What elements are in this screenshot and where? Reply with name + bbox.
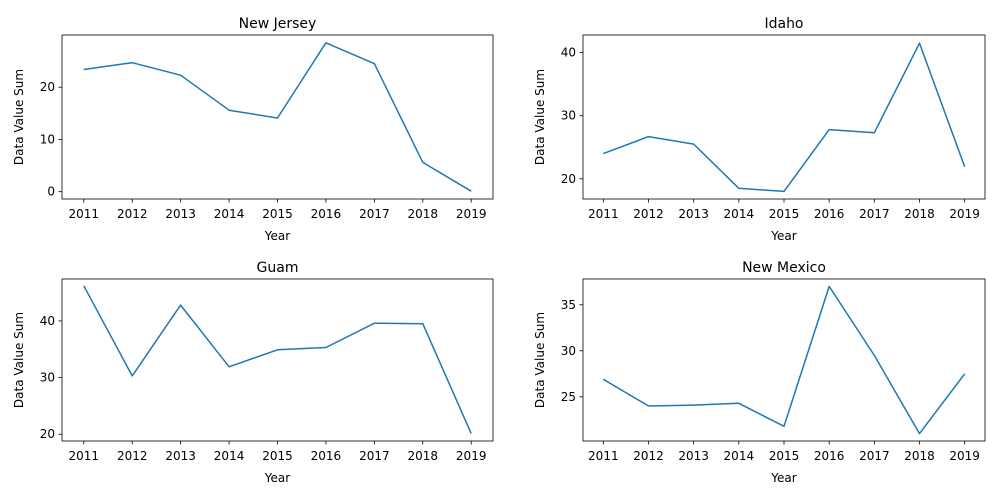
y-tick-label: 20	[561, 172, 576, 186]
x-tick-label: 2014	[214, 449, 245, 463]
x-tick-label: 2015	[769, 207, 800, 221]
y-tick-label: 0	[47, 185, 55, 199]
x-tick-label: 2011	[69, 207, 100, 221]
x-tick-label: 2015	[262, 207, 293, 221]
x-tick-label: 2012	[633, 449, 664, 463]
series-line	[603, 42, 966, 193]
x-tick-label: 2017	[359, 449, 390, 463]
chart-title: Idaho	[764, 16, 803, 32]
x-tick-label: 2011	[588, 207, 619, 221]
x-tick-label: 2014	[724, 449, 755, 463]
x-tick-label: 2016	[814, 449, 845, 463]
subplot-3: New Mexico 2011 2012 2013 2014 2015 2016 2017 20…	[533, 260, 986, 485]
y-tick-label: 25	[561, 390, 576, 404]
x-tick-label: 2013	[165, 449, 196, 463]
x-tick-label: 2018	[904, 449, 935, 463]
x-tick-label: 2013	[678, 449, 709, 463]
x-tick-label: 2011	[588, 449, 619, 463]
x-tick-label: 2012	[117, 207, 148, 221]
x-tick-label: 2018	[904, 207, 935, 221]
x-tick-label: 2015	[262, 449, 293, 463]
y-tick-label: 30	[561, 344, 576, 358]
subplot-1: Idaho 2011 2012 2013 2014 2015 2016 2017 2018 201…	[533, 16, 986, 243]
chart-title: Guam	[257, 260, 299, 276]
x-tick-label: 2019	[456, 449, 487, 463]
axes-frame	[582, 278, 986, 442]
x-tick-label: 2013	[678, 207, 709, 221]
x-tick-label: 2012	[117, 449, 148, 463]
y-tick-label: 20	[40, 80, 55, 94]
x-tick-label: 2016	[311, 207, 342, 221]
y-tick-label: 20	[40, 427, 55, 441]
x-tick-label: 2014	[214, 207, 245, 221]
x-tick-label: 2019	[949, 207, 980, 221]
y-tick-label: 40	[561, 46, 576, 60]
y-axis-label: Data Value Sum	[533, 312, 547, 408]
x-tick-label: 2018	[408, 449, 439, 463]
y-axis-label: Data Value Sum	[533, 69, 547, 165]
y-axis-label: Data Value Sum	[12, 69, 26, 165]
x-tick-label: 2019	[949, 449, 980, 463]
x-axis-label: Year	[264, 229, 290, 243]
y-tick-label: 35	[561, 298, 576, 312]
series-line	[83, 285, 472, 434]
x-tick-label: 2019	[456, 207, 487, 221]
subplot-0: New Jersey 2011 2012 2013 2014 2015 2016 2017 20…	[12, 16, 494, 243]
x-tick-label: 2013	[165, 207, 196, 221]
y-tick-label: 30	[40, 371, 55, 385]
x-axis-label: Year	[770, 471, 796, 485]
axes-frame	[61, 278, 494, 442]
x-tick-label: 2014	[724, 207, 755, 221]
x-tick-label: 2012	[633, 207, 664, 221]
x-axis-label: Year	[770, 229, 796, 243]
x-tick-label: 2017	[359, 207, 390, 221]
series-line	[602, 285, 966, 435]
chart-title: New Jersey	[239, 16, 317, 32]
x-tick-label: 2015	[769, 449, 800, 463]
subplot-2: Guam 2011 2012 2013 2014 2015 2016 2017 2018 2019…	[12, 260, 494, 485]
x-tick-label: 2017	[859, 449, 890, 463]
x-tick-label: 2016	[311, 449, 342, 463]
x-axis-label: Year	[264, 471, 290, 485]
y-tick-label: 30	[561, 109, 576, 123]
x-tick-label: 2011	[69, 449, 100, 463]
x-tick-label: 2016	[814, 207, 845, 221]
series-line	[83, 42, 472, 192]
x-tick-label: 2017	[859, 207, 890, 221]
y-axis-label: Data Value Sum	[12, 312, 26, 408]
y-tick-label: 10	[40, 132, 55, 146]
chart-title: New Mexico	[742, 260, 826, 276]
y-tick-label: 40	[40, 314, 55, 328]
x-tick-label: 2018	[408, 207, 439, 221]
